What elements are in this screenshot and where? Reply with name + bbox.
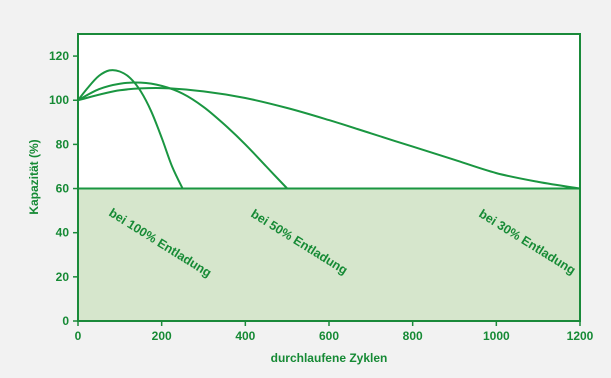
x-tick-label: 400 bbox=[235, 329, 255, 343]
series-line bbox=[77, 81, 288, 190]
plot-frame bbox=[77, 33, 581, 322]
x-tick-label: 800 bbox=[403, 329, 423, 343]
y-tick-label: 60 bbox=[56, 182, 70, 196]
series-line bbox=[77, 87, 581, 190]
y-tick-label: 120 bbox=[49, 49, 69, 63]
axis-ticks: 0 200 400 600 800 1000 1200 0 20 40 60 80 100 120 bbox=[49, 49, 594, 343]
y-tick-label: 0 bbox=[62, 314, 69, 328]
y-tick-label: 80 bbox=[56, 137, 70, 151]
below-threshold-region bbox=[78, 188, 580, 321]
x-axis-title: durchlaufene Zyklen bbox=[271, 351, 388, 365]
series-lines bbox=[77, 69, 581, 190]
series-line bbox=[77, 69, 184, 189]
x-tick-label: 600 bbox=[319, 329, 339, 343]
y-tick-label: 20 bbox=[56, 270, 70, 284]
x-tick-label: 1000 bbox=[483, 329, 510, 343]
x-tick-label: 200 bbox=[152, 329, 172, 343]
x-tick-label: 1200 bbox=[567, 329, 594, 343]
y-tick-label: 100 bbox=[49, 93, 69, 107]
y-tick-label: 40 bbox=[56, 226, 70, 240]
y-axis-title: Kapazität (%) bbox=[27, 139, 41, 214]
x-tick-label: 0 bbox=[75, 329, 82, 343]
